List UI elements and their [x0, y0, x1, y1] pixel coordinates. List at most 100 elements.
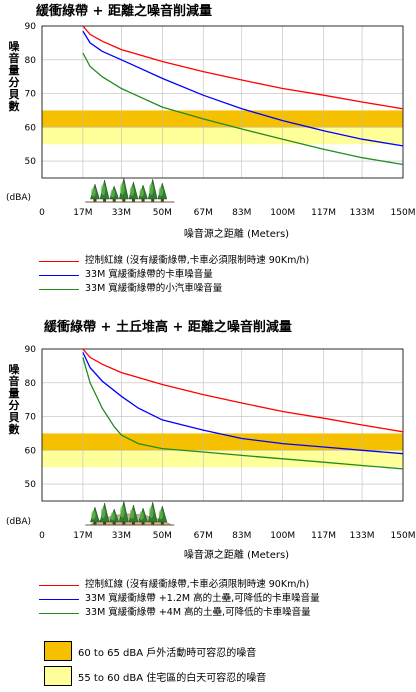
legend-item: 33M 寬緩衝綠帶的小汽車噪音量: [39, 282, 309, 296]
zone-swatch-residential: [44, 666, 72, 686]
y-tick-label: 50: [25, 480, 37, 490]
tree-highlight: [129, 186, 135, 196]
legend-item: 33M 寬緩衝綠帶 +4M 高的土壘,可降低的卡車噪音量: [39, 606, 320, 620]
legend-label: 控制紅線 (沒有緩衝綠帶,卡車必須限制時速 90Km/h): [85, 579, 310, 590]
noise-band: [42, 127, 403, 145]
tree-trunk: [151, 198, 155, 202]
x-tick-label: 50M: [153, 531, 172, 541]
zone-label-residential: 55 to 60 dBA 住宅區的白天可容忍的噪音: [78, 673, 267, 684]
legend-label: 33M 寬緩衝綠帶 +1.2M 高的土壘,可降低的卡車噪音量: [85, 593, 320, 604]
tree-trunk: [93, 198, 97, 202]
x-tick-label: 117M: [311, 208, 336, 218]
line-chart-buffer-distance: 50 60 70 80 90 0 17M 33M 50M 67M 83M 100M 117M 133M 15…: [6, 22, 416, 240]
legend-item: 控制紅線 (沒有緩衝綠帶,卡車必須限制時速 90Km/h): [39, 578, 320, 592]
y-tick-label: 60: [25, 123, 37, 133]
tree-trunk: [141, 198, 145, 202]
noise-band: [42, 110, 403, 128]
tree-highlight: [120, 505, 125, 518]
tree-trunk: [122, 198, 126, 202]
y-axis-title-char: 分: [9, 75, 20, 89]
y-tick-label: 90: [25, 345, 37, 355]
y-axis-title-char: 音: [9, 374, 20, 388]
tree-highlight: [158, 186, 164, 197]
plot-frame: [41, 25, 404, 179]
legend-label: 33M 寬緩衝綠帶的卡車噪音量: [85, 269, 213, 280]
tree-trunk: [103, 198, 107, 202]
y-axis-title-char: 數: [9, 422, 20, 436]
legend-label: 33M 寬緩衝綠帶的小汽車噪音量: [85, 283, 223, 294]
x-tick-label: 33M: [112, 208, 131, 218]
x-tick-label: 100M: [270, 208, 295, 218]
tree-highlight: [110, 512, 115, 521]
y-axis-title-char: 分: [9, 398, 20, 412]
noise-band: [42, 433, 403, 451]
x-tick-label: 83M: [232, 531, 251, 541]
x-tick-label: 50M: [153, 208, 172, 218]
tree-highlight: [158, 509, 164, 520]
tree-trunk: [93, 521, 97, 525]
tree-highlight: [110, 189, 115, 198]
series-line: [82, 25, 404, 110]
legend-swatch-red: [39, 260, 79, 262]
tree-highlight: [148, 183, 154, 196]
tree-trunk: [160, 521, 164, 525]
tree-trunk: [141, 521, 145, 525]
legend-swatch-red: [39, 584, 79, 586]
x-tick-label: 150M: [391, 531, 416, 541]
y-axis-title-char: 噪: [9, 363, 21, 376]
series-line: [82, 348, 404, 433]
legend-swatch-green: [39, 612, 79, 614]
y-tick-label: 80: [25, 379, 37, 389]
x-tick-label: 150M: [391, 208, 416, 218]
chart-title: 緩衝綠帶 + 土丘堆高 + 距離之噪音削減量: [44, 320, 292, 335]
series-line: [82, 30, 404, 147]
zone-label-outdoor: 60 to 65 dBA 戶外活動時可容忍的噪音: [78, 648, 257, 659]
x-tick-label: 17M: [73, 208, 92, 218]
tree-trunk: [131, 521, 135, 525]
legend-swatch-green: [39, 288, 79, 290]
zone-swatch-outdoor: [44, 641, 72, 661]
x-tick-label: 100M: [270, 531, 295, 541]
plot-frame: [41, 348, 404, 502]
y-unit-label: (dBA): [6, 517, 31, 527]
tree-trunk: [151, 521, 155, 525]
series-line: [82, 357, 404, 470]
y-tick-label: 70: [25, 413, 37, 423]
tree-highlight: [129, 509, 135, 519]
x-tick-label: 33M: [112, 531, 131, 541]
tree-highlight: [148, 506, 154, 519]
y-axis-title-char: 貝: [9, 411, 20, 424]
plot-area: [42, 349, 403, 501]
chart-legend: 控制紅線 (沒有緩衝綠帶,卡車必須限制時速 90Km/h) 33M 寬緩衝綠帶 …: [39, 578, 320, 620]
x-tick-label: 133M: [350, 531, 375, 541]
x-axis-title: 噪音源之距離 (Meters): [184, 227, 289, 240]
y-tick-label: 50: [25, 157, 37, 167]
x-tick-label: 0: [39, 531, 45, 541]
y-unit-label: (dBA): [6, 193, 31, 203]
legend-label: 控制紅線 (沒有緩衝綠帶,卡車必須限制時速 90Km/h): [85, 255, 310, 266]
legend-item: 控制紅線 (沒有緩衝綠帶,卡車必須限制時速 90Km/h): [39, 254, 309, 268]
x-tick-label: 0: [39, 208, 45, 218]
tree-trunk: [103, 521, 107, 525]
y-axis-title-char: 量: [9, 64, 20, 77]
x-tick-label: 67M: [194, 208, 213, 218]
x-tick-label: 17M: [73, 531, 92, 541]
tree-highlight: [139, 188, 144, 197]
legend-item: 33M 寬緩衝綠帶的卡車噪音量: [39, 268, 309, 282]
y-tick-label: 60: [25, 446, 37, 456]
x-tick-label: 83M: [232, 208, 251, 218]
noise-band: [42, 450, 403, 468]
x-tick-label: 133M: [350, 208, 375, 218]
y-axis-title-char: 貝: [9, 88, 20, 101]
chart-legend: 控制紅線 (沒有緩衝綠帶,卡車必須限制時速 90Km/h) 33M 寬緩衝綠帶的…: [39, 254, 309, 296]
series-line: [82, 352, 404, 455]
y-axis-title-char: 音: [9, 51, 20, 65]
tree-trunk: [112, 521, 116, 525]
series-line: [82, 52, 404, 166]
tree-highlight: [91, 510, 96, 520]
x-axis-title: 噪音源之距離 (Meters): [184, 548, 289, 561]
legend-label: 33M 寬緩衝綠帶 +4M 高的土壘,可降低的卡車噪音量: [85, 607, 311, 618]
x-tick-label: 117M: [311, 531, 336, 541]
legend-swatch-blue: [39, 598, 79, 600]
tree-highlight: [120, 182, 125, 195]
